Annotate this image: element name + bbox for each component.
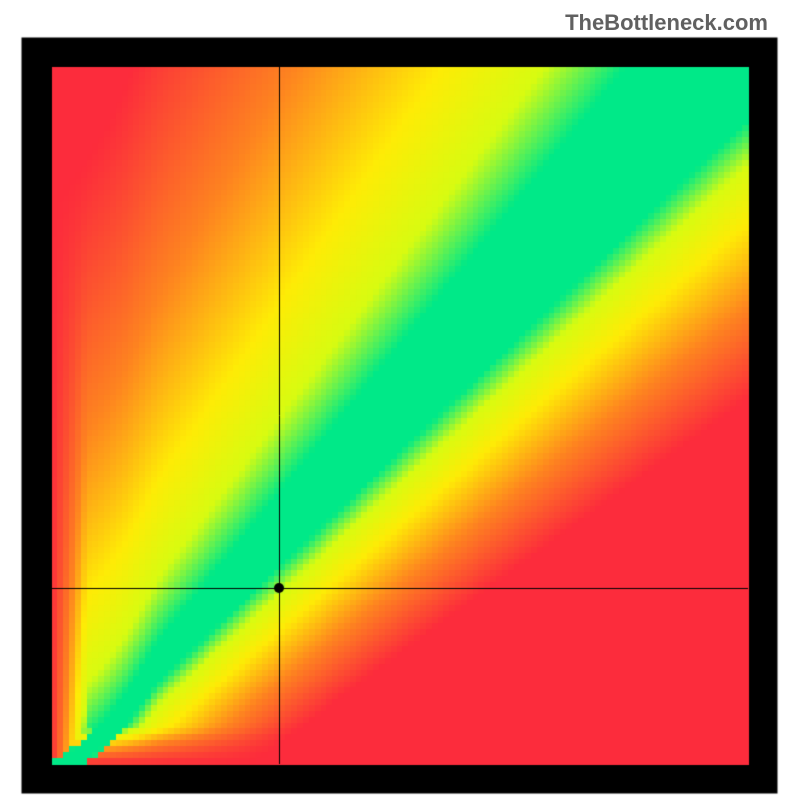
bottleneck-heatmap (0, 0, 800, 800)
watermark: TheBottleneck.com (565, 10, 768, 36)
chart-container: TheBottleneck.com (0, 0, 800, 800)
